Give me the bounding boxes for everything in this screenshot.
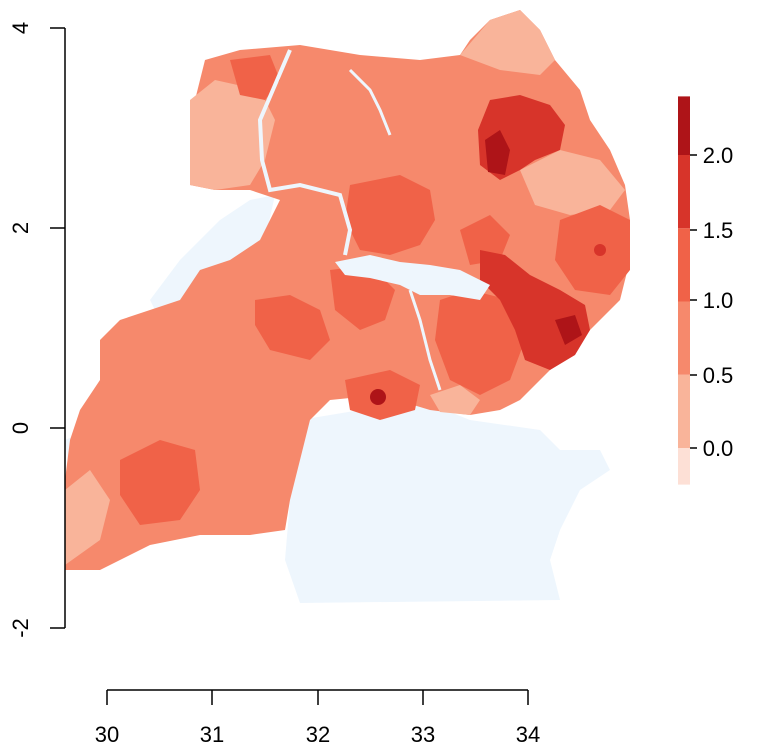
- x-tick-label: 30: [95, 722, 119, 747]
- y-axis: 4 2 0 -2: [8, 22, 66, 638]
- land-highest-north: [485, 130, 510, 175]
- land-mid-north: [230, 55, 280, 100]
- river-nile: [257, 49, 353, 256]
- legend-swatch: [678, 301, 690, 375]
- legend-colorbar: [678, 96, 690, 485]
- legend-labels: 2.0 1.5 1.0 0.5 0.0: [690, 143, 733, 461]
- river-victoria-nile: [408, 289, 442, 391]
- legend-swatch: [678, 228, 690, 302]
- lake-albert: [150, 195, 275, 320]
- land-light-south: [430, 385, 480, 415]
- x-tick-label: 34: [516, 722, 540, 747]
- lake-victoria: [285, 400, 610, 603]
- legend-swatch: [678, 155, 690, 229]
- land-highest-elgon: [555, 315, 582, 345]
- legend-swatch: [678, 96, 690, 155]
- legend-label: 1.5: [703, 218, 734, 243]
- land-mid-southwest: [120, 440, 200, 525]
- land-high-east: [480, 250, 590, 370]
- lake-kyoga: [335, 255, 490, 300]
- land-hotspot-south: [370, 389, 386, 405]
- y-tick-label: -2: [8, 618, 33, 638]
- map-panel: [65, 10, 630, 603]
- land-mid-southeast: [435, 290, 525, 395]
- legend-label: 1.0: [703, 288, 734, 313]
- land-mid-northeast: [460, 215, 510, 265]
- land-light-southwest: [65, 470, 110, 565]
- y-tick-label: 0: [8, 422, 33, 434]
- x-tick-label: 31: [200, 722, 224, 747]
- x-axis: 30 31 32 33 34: [95, 689, 540, 747]
- land-hotspot-east: [594, 244, 606, 256]
- land-light-northeast: [460, 10, 555, 75]
- land-mid-east: [555, 205, 630, 295]
- y-tick-label: 4: [8, 22, 33, 34]
- x-tick-label: 33: [411, 722, 435, 747]
- x-tick-label: 32: [306, 722, 330, 747]
- legend-swatch: [678, 448, 690, 485]
- land-light-east: [520, 150, 625, 215]
- y-tick-label: 2: [8, 222, 33, 234]
- legend-label: 2.0: [703, 143, 734, 168]
- land-light-northwest: [190, 80, 275, 190]
- land-mid-central: [345, 175, 435, 255]
- land-mid-west: [255, 295, 330, 360]
- legend-label: 0.5: [703, 363, 734, 388]
- land-mid-central2: [330, 265, 395, 330]
- river-aswa: [348, 68, 392, 136]
- legend-label: 0.0: [703, 436, 734, 461]
- legend-swatch: [678, 374, 690, 448]
